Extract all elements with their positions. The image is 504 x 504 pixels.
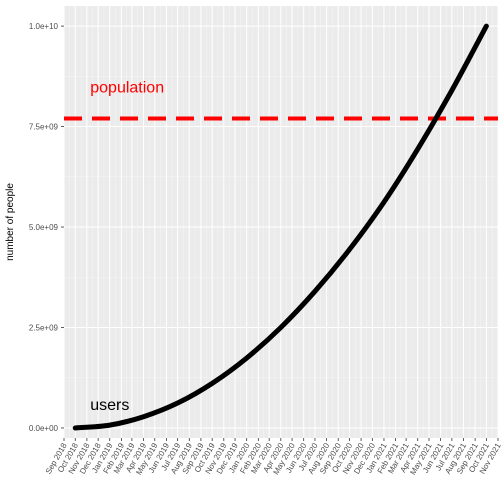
users-series [72,23,489,431]
y-tick-label: 0.0e+00 [29,424,59,433]
annotation-population: population [90,79,164,96]
series-line-users [72,23,489,431]
grid-minor [64,6,498,438]
y-tick-label: 7.5e+09 [29,123,59,132]
y-axis-label: number of people [5,183,16,261]
y-tick-label: 5.0e+09 [29,223,59,232]
y-tick-label: 2.5e+09 [29,323,59,332]
annotations: population users [90,79,164,413]
grid-major [63,6,499,438]
annotation-users: users [90,397,129,414]
y-tick-label: 1.0e+10 [29,22,59,31]
y-axis: 0.0e+00 2.5e+09 5.0e+09 7.5e+09 1.0e+10 [29,22,64,433]
